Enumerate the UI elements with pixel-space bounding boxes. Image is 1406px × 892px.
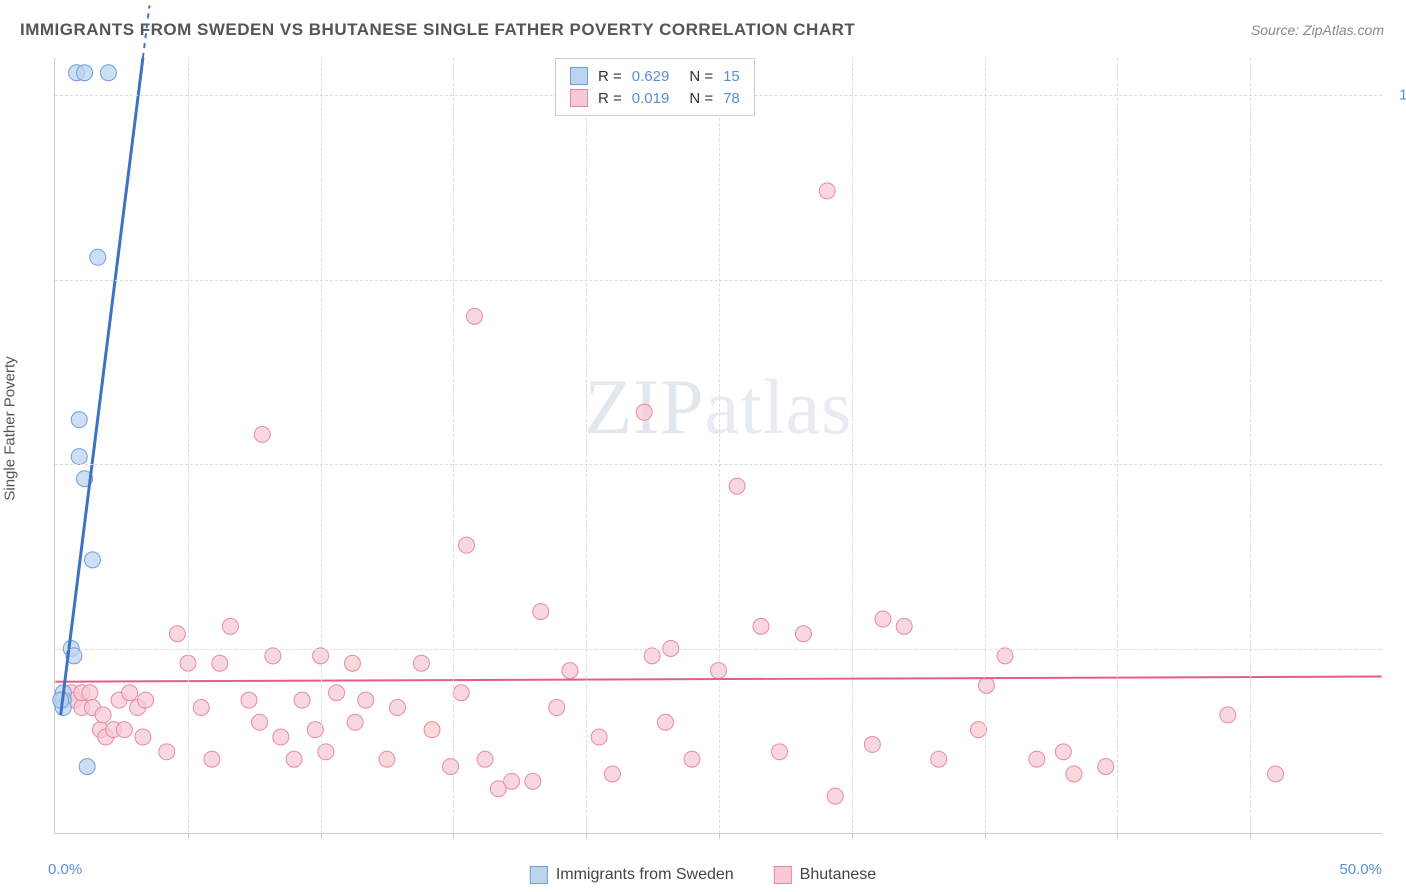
legend-item-bhutanese: Bhutanese [774, 866, 877, 884]
legend-stats-box: R = 0.629 N = 15 R = 0.019 N = 78 [555, 58, 755, 116]
x-tick-mark [852, 833, 853, 839]
grid-line-v [321, 58, 322, 833]
x-tick-mark [985, 833, 986, 839]
x-tick-mark [453, 833, 454, 839]
legend-stats-row-2: R = 0.019 N = 78 [570, 87, 740, 109]
legend-n-value: 15 [723, 68, 740, 85]
grid-line-v [1250, 58, 1251, 833]
legend-n-label: N = [689, 90, 713, 107]
grid-line-v [852, 58, 853, 833]
swatch-icon [570, 67, 588, 85]
y-tick-label: 50.0% [1390, 456, 1406, 473]
grid-line-v [188, 58, 189, 833]
grid-line-v [453, 58, 454, 833]
legend-bottom: Immigrants from Sweden Bhutanese [530, 866, 876, 884]
grid-line-v [586, 58, 587, 833]
x-tick-mark [1250, 833, 1251, 839]
x-tick-mark [719, 833, 720, 839]
plot-area: ZIPatlas R = 0.629 N = 15 R = 0.019 N = … [54, 58, 1382, 834]
legend-n-value: 78 [723, 90, 740, 107]
legend-stats-row-1: R = 0.629 N = 15 [570, 65, 740, 87]
legend-r-value: 0.629 [632, 68, 670, 85]
swatch-icon [774, 866, 792, 884]
y-tick-label: 100.0% [1390, 86, 1406, 103]
legend-item-sweden: Immigrants from Sweden [530, 866, 734, 884]
swatch-icon [570, 89, 588, 107]
source-attribution: Source: ZipAtlas.com [1251, 22, 1384, 38]
y-tick-label: 25.0% [1390, 641, 1406, 658]
grid-line-v [719, 58, 720, 833]
x-tick-mark [586, 833, 587, 839]
legend-n-label: N = [689, 68, 713, 85]
y-tick-label: 75.0% [1390, 271, 1406, 288]
legend-r-label: R = [598, 90, 622, 107]
x-tick-mark [188, 833, 189, 839]
legend-r-label: R = [598, 68, 622, 85]
y-axis-label: Single Father Poverty [2, 356, 19, 500]
swatch-icon [530, 866, 548, 884]
grid-line-v [1117, 58, 1118, 833]
x-tick-mark [1117, 833, 1118, 839]
legend-r-value: 0.019 [632, 90, 670, 107]
x-tick-min: 0.0% [48, 861, 82, 878]
legend-label: Immigrants from Sweden [556, 866, 734, 884]
x-tick-max: 50.0% [1339, 861, 1382, 878]
grid-line-v [985, 58, 986, 833]
legend-label: Bhutanese [800, 866, 877, 884]
x-tick-mark [321, 833, 322, 839]
